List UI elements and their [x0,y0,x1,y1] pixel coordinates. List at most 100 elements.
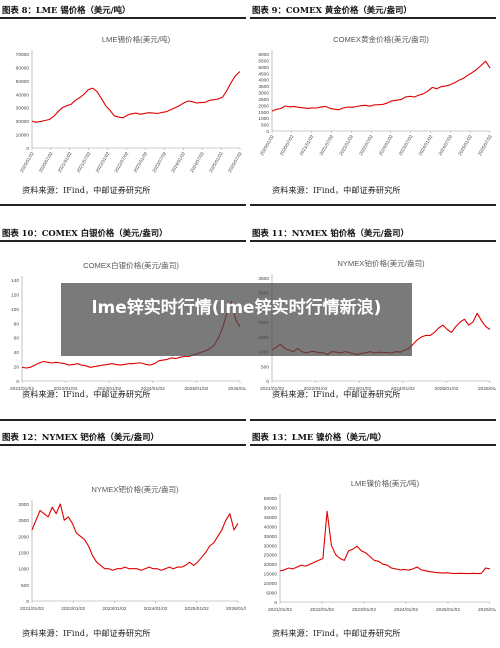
x-tick-label: 2025/01/02 [436,607,460,613]
x-tick-label: 2021/01/02 [57,151,73,174]
y-tick-label: 4500 [258,71,269,77]
figure-title: 图表 10：COMEX 白银价格（美元/盎司） [2,228,168,238]
chart-nymex-palladium: NYMEX钯价格(美元/盎司) 0 500 1000 1500 2000 2500 3000 2… [18,484,246,612]
series-line [279,510,491,575]
x-tick-label: 2023/01/02 [378,134,394,157]
x-tick-label: 2026/01/02 [228,386,246,391]
chart-comex-gold: COMEX黄金价格(美元/盎司) 050010001500200025003000… [258,34,493,157]
bottom-rule [250,204,496,206]
y-tick-label: 2500 [258,97,269,103]
x-tick-label: 2020/07/02 [279,134,295,157]
x-tick-label: 2023/01/02 [97,386,121,391]
source-note: 资料来源：IFind，中邮证券研究所 [22,185,151,195]
series-name-label: COMEX白银价格(美元/盎司) [83,260,179,270]
x-tick-label: 2022/01/02 [61,606,85,612]
x-tick-label: 2021/01/02 [299,134,315,157]
x-tick-label: 2024/01/02 [141,386,165,391]
top-rule [250,444,496,446]
y-tick-label: 2500 [18,518,29,524]
y-tick-label: 30000 [16,106,30,112]
chart-panel-comex-gold: 图表 9：COMEX 黄金价格（美元/盎司） COMEX黄金价格(美元/盎司) 0… [250,0,496,206]
y-tick-label: 4000 [258,78,269,84]
x-tick-label: 2023/01/02 [347,386,371,391]
y-tick-label: 140 [11,278,19,284]
x-tick-label: 2020/01/02 [19,151,35,174]
x-tick-label: 2022/01/02 [95,151,111,174]
series-name-label: NYMEX钯价格(美元/盎司) [91,484,179,494]
x-tick-label: 2022/01/02 [304,386,328,391]
x-tick-label: 2025/07/02 [227,151,243,174]
y-tick-label: 20 [14,365,20,371]
y-tick-label: 30000 [264,543,278,549]
bottom-rule [250,419,496,421]
x-tick-label: 2021/07/02 [76,151,92,174]
y-tick-label: 1500 [258,110,269,116]
y-tick-label: 10000 [264,581,278,587]
y-tick-label: 500 [261,364,269,370]
x-tick-label: 2022/07/02 [358,134,374,157]
x-tick-label: 2024/01/02 [391,386,415,391]
x-tick-label: 2021/01/02 [20,606,44,612]
y-tick-label: 1500 [18,551,29,557]
y-tick-label: 60 [14,336,20,342]
x-tick-label: 2023/01/02 [102,606,126,612]
x-tick-label: 2022/01/02 [338,134,354,157]
y-tick-label: 50000 [16,79,30,85]
chart-panel-nymex-palladium: 图表 12：NYMEX 钯价格（美元/盎司） NYMEX钯价格(美元/盎司) 0 5… [0,427,246,647]
x-tick-label: 2025/01/02 [184,386,208,391]
chart-panel-lme-tin: 图表 8：LME 锡价格（美元/吨） LME锡价格(美元/吨) 0 10000 200… [0,0,246,206]
top-rule [0,17,246,19]
y-tick-label: 0 [266,129,269,135]
x-tick-label: 2025/01/02 [208,151,224,174]
y-tick-label: 80 [14,321,20,327]
x-tick-label: 2026/01/02 [478,386,496,391]
y-tick-label: 3000 [258,91,269,97]
y-tick-label: 1000 [18,567,29,573]
y-tick-label: 5500 [258,58,269,64]
y-tick-label: 100 [11,307,19,313]
bottom-rule [0,204,246,206]
x-tick-label: 2023/07/02 [151,151,167,174]
x-tick-label: 2020/07/02 [38,151,54,174]
source-note: 资料来源：IFind，中邮证券研究所 [22,628,151,638]
x-tick-label: 2021/01/02 [260,386,284,391]
top-rule [250,17,496,19]
figure-title: 图表 13：LME 镍价格（美元/吨） [252,432,387,442]
x-tick-label: 2022/01/02 [310,607,334,613]
series-name-label: LME锡价格(美元/吨) [102,34,171,44]
x-tick-label: 2022/01/02 [54,386,78,391]
x-tick-label: 2024/01/02 [418,134,434,157]
figure-title: 图表 11：NYMEX 铂价格（美元/盎司） [252,228,409,238]
x-tick-label: 2023/07/02 [398,134,414,157]
headline-text: lme锌实时行情(lme锌实时行情新浪) [91,298,382,318]
y-tick-label: 45000 [264,515,278,521]
y-tick-label: 0 [266,379,269,385]
top-rule [0,240,246,242]
x-tick-label: 2023/01/02 [352,607,376,613]
figure-title: 图表 9：COMEX 黄金价格（美元/盎司） [252,5,412,15]
top-rule [0,444,246,446]
y-tick-label: 1000 [258,116,269,122]
y-tick-label: 40000 [16,92,30,98]
chart-lme-nickel: LME镍价格(美元/吨) 0 5000 10000 15000 20000 25000 300… [264,478,496,613]
y-tick-label: 25000 [264,553,278,559]
y-tick-label: 5000 [258,65,269,71]
y-tick-label: 50000 [264,505,278,511]
y-tick-label: 35000 [264,534,278,540]
x-tick-label: 2021/01/02 [268,607,292,613]
x-tick-label: 2025/01/02 [457,134,473,157]
series-name-label: COMEX黄金价格(美元/盎司) [333,34,429,44]
x-tick-label: 2023/01/02 [132,151,148,174]
y-tick-label: 500 [21,583,29,589]
x-tick-label: 2021/07/02 [318,134,334,157]
y-tick-label: 3000 [18,502,29,508]
y-tick-label: 0 [26,599,29,605]
source-note: 资料来源：IFind，中邮证券研究所 [272,185,401,195]
chart-panel-lme-nickel: 图表 13：LME 镍价格（美元/吨） LME镍价格(美元/吨) 0 5000 100… [250,427,496,647]
top-rule [250,240,496,242]
y-tick-label: 2000 [18,534,29,540]
y-tick-label: 15000 [264,572,278,578]
x-tick-label: 2026/01/02 [226,606,246,612]
series-line [271,60,491,112]
y-tick-label: 60000 [16,65,30,71]
